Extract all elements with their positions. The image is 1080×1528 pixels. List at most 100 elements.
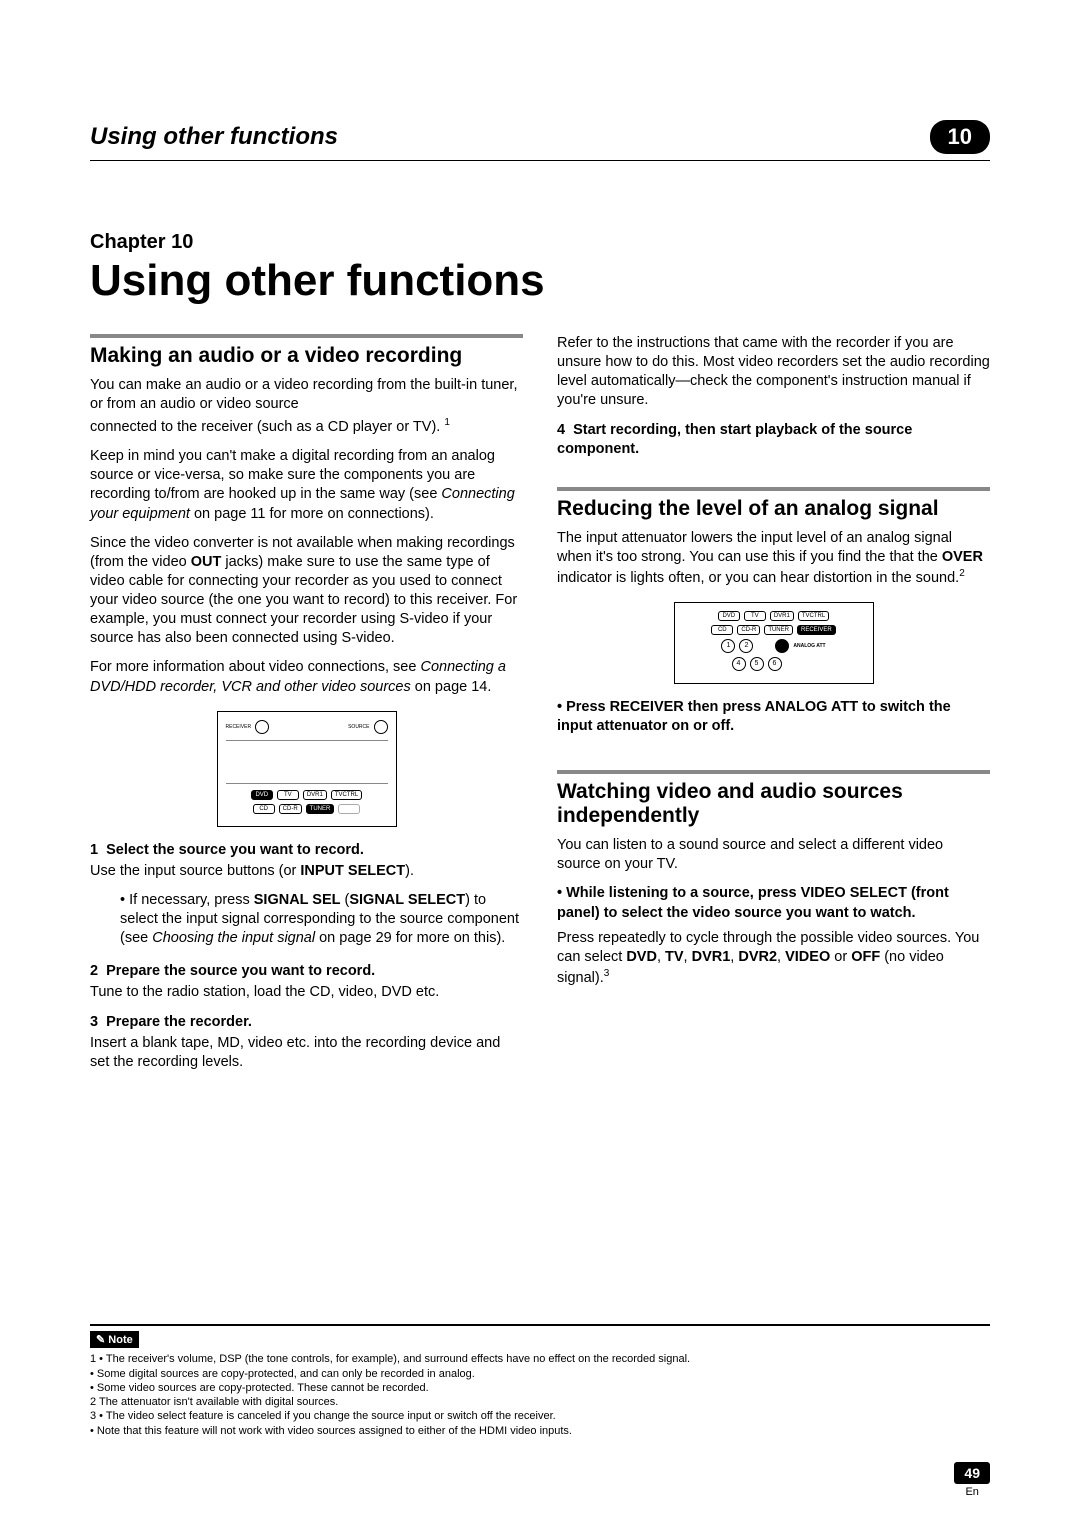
page-number: 49 En <box>954 1462 990 1498</box>
step-4: 4Start recording, then start playback of… <box>557 421 990 459</box>
section-title-video-select: Watching video and audio sources indepen… <box>557 780 990 828</box>
footnote-ref-2: 2 <box>959 568 965 579</box>
body-text: Refer to the instructions that came with… <box>557 334 990 411</box>
body-text: Press repeatedly to cycle through the po… <box>557 929 990 988</box>
step-num: 4 <box>557 422 565 438</box>
step-3: 3 Prepare the recorder. <box>90 1013 523 1032</box>
btn-dvr1: DVR1 <box>770 611 794 621</box>
text: on page 14. <box>411 679 492 695</box>
step-title: Start recording, then start playback of … <box>557 422 912 457</box>
btn-tv: TV <box>277 790 299 800</box>
btn-receiver: RECEIVER <box>797 625 836 635</box>
body-text: Insert a blank tape, MD, video etc. into… <box>90 1034 523 1072</box>
text: indicator is lights often, or you can he… <box>557 570 959 586</box>
step-num: 2 <box>90 963 98 979</box>
btn-cd: CD <box>253 804 275 814</box>
note-line: 1 • The receiver's volume, DSP (the tone… <box>90 1352 990 1366</box>
btn-tv: TV <box>744 611 766 621</box>
page-num-value: 49 <box>954 1462 990 1484</box>
text: If necessary, press <box>129 892 254 908</box>
note-line: 2 The attenuator isn't available with di… <box>90 1395 990 1409</box>
circle-5: 5 <box>750 657 764 671</box>
text-bold: OFF <box>851 949 880 965</box>
footnotes: Note 1 • The receiver's volume, DSP (the… <box>90 1324 990 1438</box>
body-text: connected to the receiver (such as a CD … <box>90 416 523 437</box>
btn-tuner: TUNER <box>306 804 335 814</box>
text-bold: DVR2 <box>738 949 777 965</box>
circle-6: 6 <box>768 657 782 671</box>
text: on page 29 for more on this). <box>315 930 505 946</box>
text: The input attenuator lowers the input le… <box>557 530 952 565</box>
text-bold: SIGNAL SELECT <box>349 892 465 908</box>
page-lang: En <box>954 1486 990 1498</box>
text: Use the input source buttons (or <box>90 863 300 879</box>
footnote-ref-1: 1 <box>444 417 450 428</box>
step-num: 1 <box>90 842 98 858</box>
step-title: Prepare the recorder. <box>106 1014 252 1030</box>
diagram-blank <box>226 740 388 784</box>
text-bold: INPUT SELECT <box>300 863 405 879</box>
text: or <box>830 949 851 965</box>
body-text: You can listen to a sound source and sel… <box>557 836 990 874</box>
body-text: Keep in mind you can't make a digital re… <box>90 447 523 524</box>
text-bold: DVR1 <box>692 949 731 965</box>
chapter-label: Chapter 10 <box>90 231 990 254</box>
label-receiver: RECEIVER <box>226 724 252 730</box>
left-column: Making an audio or a video recording You… <box>90 334 523 1082</box>
btn-blank <box>338 804 360 814</box>
note-label: Note <box>90 1331 139 1348</box>
section-rule <box>557 487 990 491</box>
bullet-instruction: Press RECEIVER then press ANALOG ATT to … <box>557 698 990 736</box>
bullet-item: If necessary, press SIGNAL SEL (SIGNAL S… <box>120 891 523 948</box>
remote-diagram-2: DVD TV DVR1 TVCTRL CD CD-R TUNER RECEIVE… <box>674 602 874 684</box>
text-bold: OVER <box>942 549 983 565</box>
bullet-instruction: While listening to a source, press VIDEO… <box>557 884 990 922</box>
circle-1: 1 <box>721 639 735 653</box>
text: Keep in mind you can't make a digital re… <box>90 448 495 502</box>
text-bold: VIDEO <box>785 949 830 965</box>
page-header: Using other functions 10 <box>90 120 990 161</box>
text-bold: TV <box>665 949 684 965</box>
circle-icon <box>255 720 269 734</box>
btn-dvd: DVD <box>251 790 273 800</box>
circle-icon <box>374 720 388 734</box>
section-rule <box>557 770 990 774</box>
body-text: The input attenuator lowers the input le… <box>557 529 990 588</box>
note-line: • Some digital sources are copy-protecte… <box>90 1367 990 1381</box>
step-title: Prepare the source you want to record. <box>106 963 375 979</box>
step-2: 2 Prepare the source you want to record. <box>90 962 523 981</box>
text: For more information about video connect… <box>90 659 420 675</box>
body-text: For more information about video connect… <box>90 658 523 696</box>
note-rule <box>90 1324 990 1326</box>
header-title: Using other functions <box>90 123 338 151</box>
chapter-badge: 10 <box>930 120 990 154</box>
footnote-ref-3: 3 <box>604 968 610 979</box>
section-rule <box>90 334 523 338</box>
note-line: 3 • The video select feature is canceled… <box>90 1409 990 1423</box>
btn-tvctrl: TVCTRL <box>331 790 362 800</box>
btn-cdr: CD-R <box>737 625 760 635</box>
text-bold: SIGNAL SEL <box>254 892 341 908</box>
text-italic: Choosing the input signal <box>152 930 315 946</box>
step-title: Select the source you want to record. <box>106 842 364 858</box>
note-line: • Some video sources are copy-protected.… <box>90 1381 990 1395</box>
circle-4: 4 <box>732 657 746 671</box>
btn-dvd: DVD <box>718 611 740 621</box>
btn-dvr1: DVR1 <box>303 790 327 800</box>
content-columns: Making an audio or a video recording You… <box>90 334 990 1082</box>
circle-2: 2 <box>739 639 753 653</box>
text-bold: OUT <box>191 554 222 570</box>
body-text: Tune to the radio station, load the CD, … <box>90 983 523 1002</box>
chapter-title: Using other functions <box>90 256 990 306</box>
step-num: 3 <box>90 1014 98 1030</box>
body-text: You can make an audio or a video recordi… <box>90 376 523 414</box>
label-source: SOURCE <box>348 724 369 730</box>
right-column: Refer to the instructions that came with… <box>557 334 990 1082</box>
btn-cdr: CD-R <box>279 804 302 814</box>
text-bold: DVD <box>626 949 657 965</box>
text: ). <box>405 863 414 879</box>
step-1: 1 Select the source you want to record. <box>90 841 523 860</box>
btn-tuner: TUNER <box>764 625 793 635</box>
btn-tvctrl: TVCTRL <box>798 611 829 621</box>
note-line: • Note that this feature will not work w… <box>90 1424 990 1438</box>
